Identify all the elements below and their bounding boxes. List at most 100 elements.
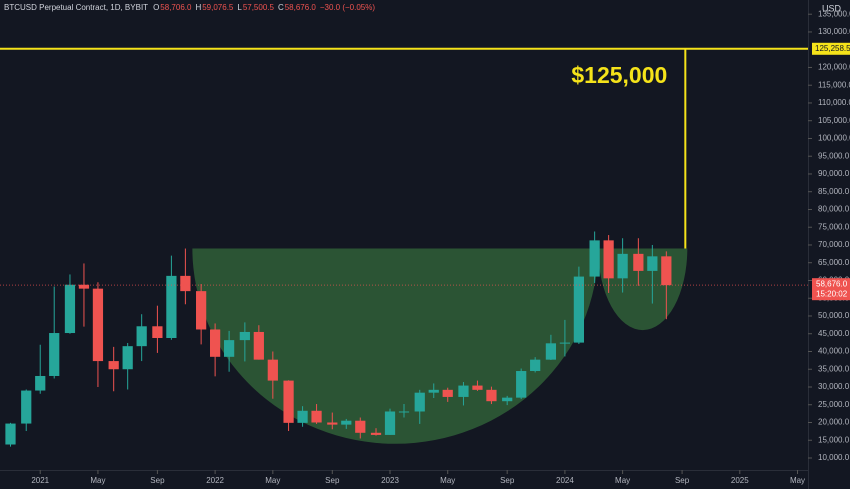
candle-body [647,256,658,271]
ohlc-key: C [278,3,284,12]
y-tick-label: 25,000.0 [818,400,850,409]
candle-body [398,411,410,413]
y-tick-label: 40,000.0 [818,347,850,356]
ohlc-value: 58,706.0 [160,3,192,12]
ohlc-value: 57,500.5 [243,3,275,12]
candle-body [180,275,191,292]
candle-body [223,340,235,357]
candle-body [573,276,585,343]
candle-body [122,346,133,370]
candle-body [152,326,163,338]
candle-body [442,389,453,397]
candle-body [502,397,513,402]
cup [192,248,599,444]
candle-body [283,380,294,423]
candle-body [5,423,16,445]
y-tick-label: 105,000.0 [818,116,850,125]
ohlc-key: L [237,3,242,12]
candle-body [297,410,308,423]
countdown: 15:20:02 [816,289,848,298]
y-tick-label: 90,000.0 [818,169,850,178]
y-tick-label: 100,000.0 [818,134,850,143]
candle-body [341,420,352,425]
y-tick-label: 115,000.0 [818,80,850,89]
change: −30.0 (−0.05%) [320,3,375,12]
candle-body [370,432,382,435]
candle-body [428,389,439,393]
x-tick-label: 2023 [381,476,399,485]
x-tick-label: May [790,476,805,485]
candle-body [414,392,425,412]
y-tick-label: 80,000.0 [818,205,850,214]
y-tick-label: 30,000.0 [818,382,850,391]
ohlc-value: 59,076.5 [202,3,234,12]
ohlc-value: 58,676.0 [285,3,317,12]
candle-body [253,331,264,360]
target-label-bg [812,42,850,55]
header: BTCUSD Perpetual Contract, 1D, BYBIT O 58,… [4,3,375,12]
candle-body [327,422,338,425]
y-tick-label: 85,000.0 [818,187,850,196]
candle-body [589,240,600,277]
candle-body [603,240,614,279]
candle-body [633,253,644,271]
candle-body [472,385,483,390]
y-tick-label: 75,000.0 [818,222,850,231]
last-price-bg [812,278,850,301]
x-tick-label: 2024 [556,476,574,485]
y-tick-label: 70,000.0 [818,240,850,249]
y-tick-label: 95,000.0 [818,151,850,160]
x-tick-label: Sep [675,476,690,485]
y-tick-label: 130,000.0 [818,27,850,36]
candle-body [458,385,469,397]
x-tick-label: May [615,476,630,485]
candle-body [545,343,557,360]
x-tick-label: Sep [500,476,515,485]
candle-body [136,326,147,347]
candle-body [530,359,541,372]
candle-body [21,390,32,424]
candle-body [311,410,322,423]
candle-body [108,361,119,370]
y-tick-label: 20,000.0 [818,418,850,427]
ohlc-key: H [195,3,201,12]
candle-body [267,359,278,381]
y-tick-label: 135,000.0 [818,9,850,18]
x-tick-label: 2025 [731,476,749,485]
y-tick-label: 65,000.0 [818,258,850,267]
candle-body [49,333,60,376]
target-label: 125,258.5 [815,44,850,53]
last-price-label: 58,676.0 [816,279,848,288]
candle-body [559,342,571,344]
x-tick-label: May [265,476,280,485]
candle-body [355,420,366,433]
candle-body [516,371,527,398]
x-tick-label: May [90,476,105,485]
x-tick-label: Sep [150,476,165,485]
candle-body [92,288,104,362]
candle-body [384,411,396,435]
y-tick-label: 50,000.0 [818,311,850,320]
currency: USD [822,3,842,13]
annotation: $125,000 [571,62,667,88]
symbol-title: BTCUSD Perpetual Contract, 1D, BYBIT [4,3,148,12]
candle-body [617,253,628,279]
x-tick-label: May [440,476,455,485]
candle-body [239,331,250,341]
y-tick-label: 10,000.0 [818,453,850,462]
ohlc-key: O [153,3,159,12]
candle-body [196,291,207,330]
candle-body [35,375,46,391]
x-tick-label: Sep [325,476,340,485]
x-tick-label: 2021 [31,476,49,485]
y-tick-label: 45,000.0 [818,329,850,338]
y-tick-label: 120,000.0 [818,63,850,72]
y-tick-label: 110,000.0 [818,98,850,107]
candle-body [166,275,177,338]
candle-body [210,329,221,357]
y-tick-label: 35,000.0 [818,364,850,373]
candle-body [64,284,76,334]
candle-body [661,256,672,286]
candle-body [78,284,90,289]
